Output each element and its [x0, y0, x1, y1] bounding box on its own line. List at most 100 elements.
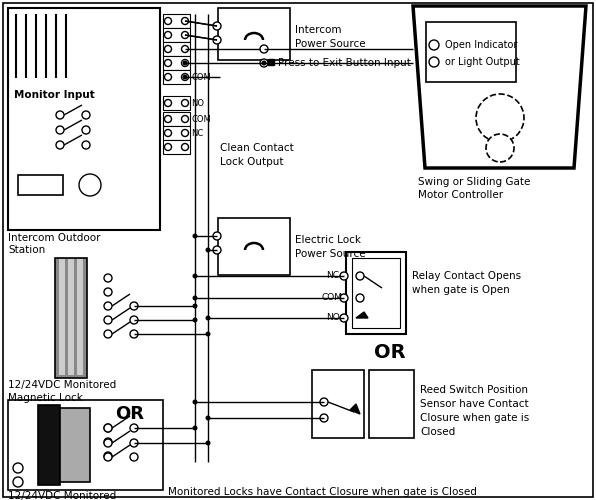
Circle shape — [56, 111, 64, 119]
Circle shape — [182, 60, 188, 66]
Circle shape — [193, 274, 197, 278]
Text: Press to Exit Button Input: Press to Exit Button Input — [278, 58, 411, 68]
Circle shape — [164, 18, 172, 24]
Circle shape — [206, 248, 210, 252]
Circle shape — [130, 316, 138, 324]
Circle shape — [182, 60, 188, 66]
Circle shape — [130, 424, 138, 432]
Circle shape — [193, 296, 197, 300]
Circle shape — [260, 45, 268, 53]
Text: or Light Output: or Light Output — [445, 57, 520, 67]
Text: OR: OR — [374, 342, 406, 361]
Circle shape — [193, 426, 197, 430]
Text: Station: Station — [8, 245, 45, 255]
Text: Lock Output: Lock Output — [220, 157, 284, 167]
Circle shape — [79, 174, 101, 196]
Circle shape — [213, 246, 221, 254]
Circle shape — [356, 294, 364, 302]
Circle shape — [206, 316, 210, 320]
Circle shape — [164, 116, 172, 122]
Bar — [60, 408, 90, 482]
Circle shape — [104, 316, 112, 324]
Circle shape — [476, 94, 524, 142]
Circle shape — [486, 134, 514, 162]
Bar — [369, 370, 414, 438]
Bar — [218, 218, 290, 275]
Polygon shape — [413, 6, 586, 168]
Text: NC: NC — [191, 128, 203, 138]
Text: Monitored Locks have Contact Closure when gate is Closed: Monitored Locks have Contact Closure whe… — [168, 487, 477, 497]
Circle shape — [13, 477, 23, 487]
Polygon shape — [356, 312, 368, 318]
Bar — [38, 405, 60, 485]
Bar — [163, 28, 190, 42]
Circle shape — [356, 272, 364, 280]
Text: COM: COM — [191, 72, 211, 82]
Text: Sensor have Contact: Sensor have Contact — [420, 399, 529, 409]
Circle shape — [182, 144, 188, 150]
Bar — [163, 112, 190, 126]
Bar — [163, 42, 190, 56]
Circle shape — [182, 18, 188, 24]
Bar — [218, 8, 290, 60]
Bar — [8, 400, 163, 490]
Text: NC: NC — [326, 272, 339, 280]
Bar — [8, 8, 160, 230]
Circle shape — [206, 440, 210, 446]
Circle shape — [130, 453, 138, 461]
Circle shape — [182, 74, 188, 80]
Circle shape — [182, 32, 188, 38]
Circle shape — [320, 398, 328, 406]
Circle shape — [104, 302, 112, 310]
Circle shape — [82, 126, 90, 134]
Bar — [163, 96, 190, 110]
Circle shape — [104, 424, 112, 432]
Circle shape — [56, 141, 64, 149]
Text: Intercom Outdoor: Intercom Outdoor — [8, 233, 101, 243]
Circle shape — [262, 60, 266, 66]
Circle shape — [104, 330, 112, 338]
Circle shape — [104, 288, 112, 296]
Circle shape — [104, 452, 112, 460]
Text: COM: COM — [191, 114, 211, 124]
Text: Closed: Closed — [420, 427, 455, 437]
Circle shape — [104, 439, 112, 447]
Text: Magnetic Lock: Magnetic Lock — [8, 393, 83, 403]
Bar — [426, 22, 516, 82]
Bar — [55, 258, 87, 378]
Text: NO: NO — [326, 314, 340, 322]
Text: Reed Switch Position: Reed Switch Position — [420, 385, 528, 395]
Text: COM: COM — [321, 294, 342, 302]
Circle shape — [193, 304, 197, 308]
Circle shape — [164, 144, 172, 150]
Text: Monitor Input: Monitor Input — [14, 90, 95, 100]
Bar — [59, 259, 65, 375]
Bar — [163, 14, 190, 28]
Bar — [268, 59, 274, 65]
Bar — [68, 259, 74, 375]
Circle shape — [130, 302, 138, 310]
Text: 12/24VDC Monitored: 12/24VDC Monitored — [8, 491, 116, 500]
Text: Electric Lock: Electric Lock — [295, 235, 361, 245]
Text: OR: OR — [116, 405, 144, 423]
Circle shape — [82, 111, 90, 119]
Text: NO: NO — [191, 98, 204, 108]
Circle shape — [104, 453, 112, 461]
Text: Open Indicator: Open Indicator — [445, 40, 517, 50]
Circle shape — [164, 130, 172, 136]
Circle shape — [104, 274, 112, 282]
Text: Swing or Sliding Gate: Swing or Sliding Gate — [418, 177, 530, 187]
Circle shape — [164, 100, 172, 106]
Circle shape — [193, 234, 197, 238]
Bar — [18, 175, 63, 195]
Bar — [163, 56, 190, 70]
Circle shape — [182, 100, 188, 106]
Text: Motor Controller: Motor Controller — [418, 190, 503, 200]
Circle shape — [213, 232, 221, 240]
Circle shape — [206, 416, 210, 420]
Circle shape — [429, 40, 439, 50]
Text: Clean Contact: Clean Contact — [220, 143, 294, 153]
Circle shape — [13, 463, 23, 473]
Circle shape — [340, 314, 348, 322]
Circle shape — [182, 46, 188, 52]
